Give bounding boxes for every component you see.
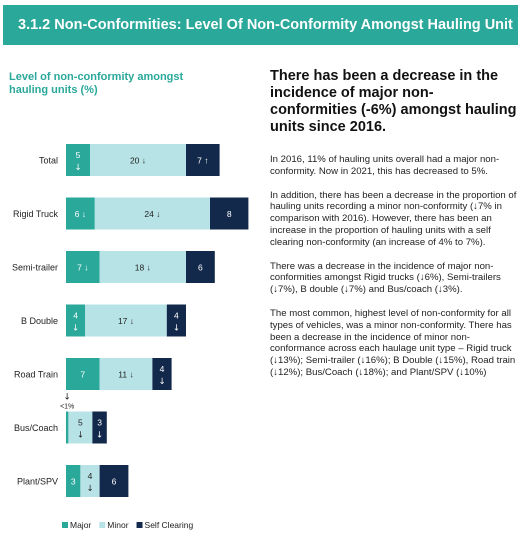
- data-label-self-clearing-road-train: 4: [160, 364, 165, 374]
- legend-label-minor: Minor: [107, 520, 128, 530]
- data-label-minor-bus-coach: 5: [78, 418, 83, 428]
- bar-major-semi-trailer: [66, 251, 100, 283]
- bar-major-rigid-truck: [66, 197, 95, 230]
- data-label-minor-road-train: 11 ↓: [118, 370, 133, 380]
- bar-minor-road-train: [99, 358, 153, 390]
- bar-minor-bus-coach: [68, 411, 93, 444]
- bar-major-plant-spv: [66, 465, 81, 497]
- data-label-self-clearing-bus-coach: 3: [97, 418, 102, 428]
- data-label-major-total: 5: [76, 150, 81, 160]
- data-label-minor-total: 20 ↓: [130, 156, 146, 166]
- data-label-minor-plant-spv: 4: [88, 471, 93, 481]
- category-label-road-train: Road Train: [14, 370, 58, 380]
- trend-arrow-self-clearing-road-train: ↓: [158, 377, 165, 387]
- section-header: 3.1.2 Non-Conformities: Level Of Non-Con…: [3, 5, 518, 45]
- paragraph-1: In 2016, 11% of hauling units overall ha…: [270, 154, 500, 177]
- trend-arrow-self-clearing-bus-coach: ↓: [96, 431, 103, 441]
- bar-self-clearing-semi-trailer: [186, 251, 215, 283]
- bar-minor-semi-trailer: [99, 251, 186, 283]
- data-label-minor-rigid-truck: 24 ↓: [144, 209, 160, 219]
- data-label-major-plant-spv: 3: [71, 477, 76, 487]
- legend-swatch-minor: [99, 522, 106, 528]
- data-label-major-semi-trailer: 7 ↓: [77, 263, 88, 273]
- trend-arrow-major-bus-coach: ↓: [63, 393, 71, 403]
- paragraph-3: There was a decrease in the incidence of…: [270, 260, 501, 296]
- paragraph-4: The most common, highest level of non-co…: [270, 307, 516, 378]
- data-label-self-clearing-semi-trailer: 6: [198, 263, 203, 273]
- category-label-semi-trailer: Semi-trailer: [12, 263, 58, 273]
- data-label-major-rigid-truck: 6 ↓: [75, 209, 86, 219]
- bar-self-clearing-total: [186, 144, 220, 176]
- category-label-bus-coach: Bus/Coach: [14, 423, 58, 433]
- legend-label-self-clearing: Self Clearing: [145, 520, 194, 530]
- data-label-major-road-train: 7: [80, 370, 85, 380]
- trend-arrow-major-total: ↓: [74, 163, 81, 173]
- bar-minor-plant-spv: [80, 465, 100, 497]
- category-label-b-double: B Double: [21, 316, 58, 326]
- bar-major-b-double: [66, 304, 86, 337]
- data-label-self-clearing-total: 7 ↑: [197, 156, 208, 166]
- bar-major-road-train: [66, 358, 100, 390]
- data-label-self-clearing-b-double: 4: [174, 311, 179, 321]
- bar-minor-rigid-truck: [94, 197, 210, 230]
- legend-swatch-major: [62, 522, 68, 528]
- chart-title: Level of non-conformity amongst hauling …: [9, 71, 184, 96]
- data-label-minor-b-double: 17 ↓: [118, 316, 134, 326]
- commentary-column: There has been a decrease in the inciden…: [270, 68, 518, 391]
- bar-self-clearing-rigid-truck: [210, 197, 249, 230]
- category-label-total: Total: [39, 156, 58, 166]
- category-label-plant-spv: Plant/SPV: [17, 477, 58, 487]
- stacked-bar-chart: Total 5 ↓ 20 ↓ 7 ↑ Rigid Truck 6 ↓ 24 ↓ 8 Semi-tr…: [12, 144, 249, 530]
- section-title: 3.1.2 Non-Conformities: Level Of Non-Con…: [18, 17, 513, 33]
- trend-arrow-major-b-double: ↓: [72, 324, 79, 334]
- trend-arrow-minor-plant-spv: ↓: [86, 484, 93, 494]
- data-label-major-bus-coach: <1%: [60, 404, 74, 411]
- bar-major-total: [66, 144, 90, 176]
- trend-arrow-self-clearing-b-double: ↓: [173, 324, 180, 334]
- legend-label-major: Major: [70, 520, 91, 530]
- category-label-rigid-truck: Rigid Truck: [13, 209, 59, 219]
- bar-self-clearing-plant-spv: [99, 465, 129, 497]
- data-label-self-clearing-plant-spv: 6: [112, 477, 117, 487]
- bar-self-clearing-bus-coach: [92, 411, 107, 444]
- bar-self-clearing-road-train: [152, 358, 172, 390]
- paragraph-2: In addition, there has been a decrease i…: [270, 189, 517, 248]
- bar-minor-total: [90, 144, 186, 176]
- bar-minor-b-double: [85, 304, 167, 337]
- trend-arrow-minor-bus-coach: ↓: [77, 431, 84, 441]
- data-label-major-b-double: 4: [73, 311, 78, 321]
- bar-major-bus-coach: [66, 411, 69, 444]
- bar-self-clearing-b-double: [166, 304, 186, 337]
- data-label-minor-semi-trailer: 18 ↓: [135, 263, 151, 273]
- legend-swatch-self-clearing: [136, 522, 143, 528]
- data-label-self-clearing-rigid-truck: 8: [227, 209, 232, 219]
- headline: There has been a decrease in the inciden…: [270, 68, 517, 135]
